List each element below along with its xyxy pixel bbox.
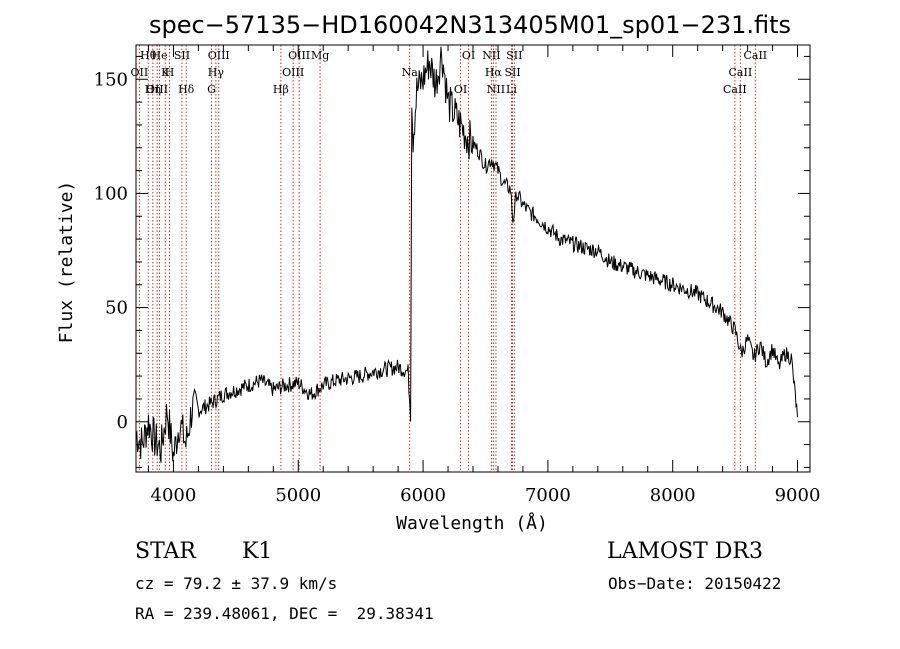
- chart-title: spec−57135−HD160042N313405M01_sp01−231.f…: [149, 11, 791, 39]
- plot-frame: [135, 44, 811, 473]
- line-marker-label: Mg: [311, 49, 329, 62]
- coordinates-readout: RA = 239.48061, DEC = 29.38341: [135, 604, 434, 623]
- line-marker-label: NII: [482, 49, 500, 62]
- y-axis-label: Flux (relative): [56, 181, 77, 344]
- x-tick-label: 5000: [275, 485, 321, 506]
- line-marker-label: G: [207, 83, 216, 96]
- line-marker-label: OIII: [146, 83, 168, 96]
- object-subclass: K1: [242, 539, 273, 564]
- line-marker-label: CaII: [723, 83, 747, 96]
- axis-ticks: 4000 5000 6000 7000 8000 9000 0 50 100 150: [94, 45, 821, 506]
- line-marker-group: [138, 45, 756, 472]
- line-marker-label: He: [152, 49, 168, 62]
- line-marker-label: CaII: [729, 66, 753, 79]
- line-marker-label: H: [165, 66, 175, 79]
- line-marker-label: K: [161, 66, 170, 79]
- x-tick-label: 4000: [151, 485, 197, 506]
- line-marker-label: SII: [174, 49, 190, 62]
- line-marker-label-group: Hθ OII OIII He KHη SII HHδ OIII Hγ G OIII OIII Hβ Mg N…: [131, 49, 768, 96]
- line-marker-label: OI: [462, 49, 475, 62]
- x-tick-label: 7000: [525, 485, 571, 506]
- line-marker-label: Hγ: [208, 66, 225, 79]
- line-marker-label: Hβ: [273, 83, 289, 96]
- line-marker-label: Li: [506, 83, 517, 96]
- line-marker-label: Na: [402, 66, 419, 79]
- line-marker-label: OIII: [288, 49, 310, 62]
- survey-name: LAMOST DR3: [607, 539, 763, 564]
- line-marker-label: Hθ: [140, 49, 157, 62]
- obs-date: Obs−Date: 20150422: [608, 574, 782, 593]
- x-tick-label: 8000: [650, 485, 696, 506]
- x-axis-label: Wavelength (Å): [396, 512, 548, 534]
- line-marker-label: CaII: [743, 49, 767, 62]
- line-marker-label: OI: [454, 83, 467, 96]
- y-tick-label: 0: [117, 412, 128, 433]
- object-class: STAR: [135, 539, 196, 564]
- spectrum-line: [135, 46, 798, 463]
- line-marker-label: OII: [131, 66, 149, 79]
- x-tick-label: 9000: [775, 485, 821, 506]
- line-marker-label: SII: [504, 66, 520, 79]
- line-marker-label: NII: [487, 83, 505, 96]
- line-marker-label: OIII: [282, 66, 304, 79]
- line-marker-label: SII: [506, 49, 522, 62]
- y-tick-label: 150: [94, 69, 128, 90]
- y-tick-label: 50: [105, 298, 128, 319]
- redshift-readout: cz = 79.2 ± 37.9 km/s: [135, 574, 338, 593]
- x-tick-label: 6000: [400, 485, 446, 506]
- line-marker-label: Hα: [485, 66, 503, 79]
- line-marker-label: OIII: [208, 49, 230, 62]
- line-marker-label: Hδ: [178, 83, 195, 96]
- line-marker-label: Hη: [145, 83, 161, 96]
- y-tick-label: 100: [94, 183, 128, 204]
